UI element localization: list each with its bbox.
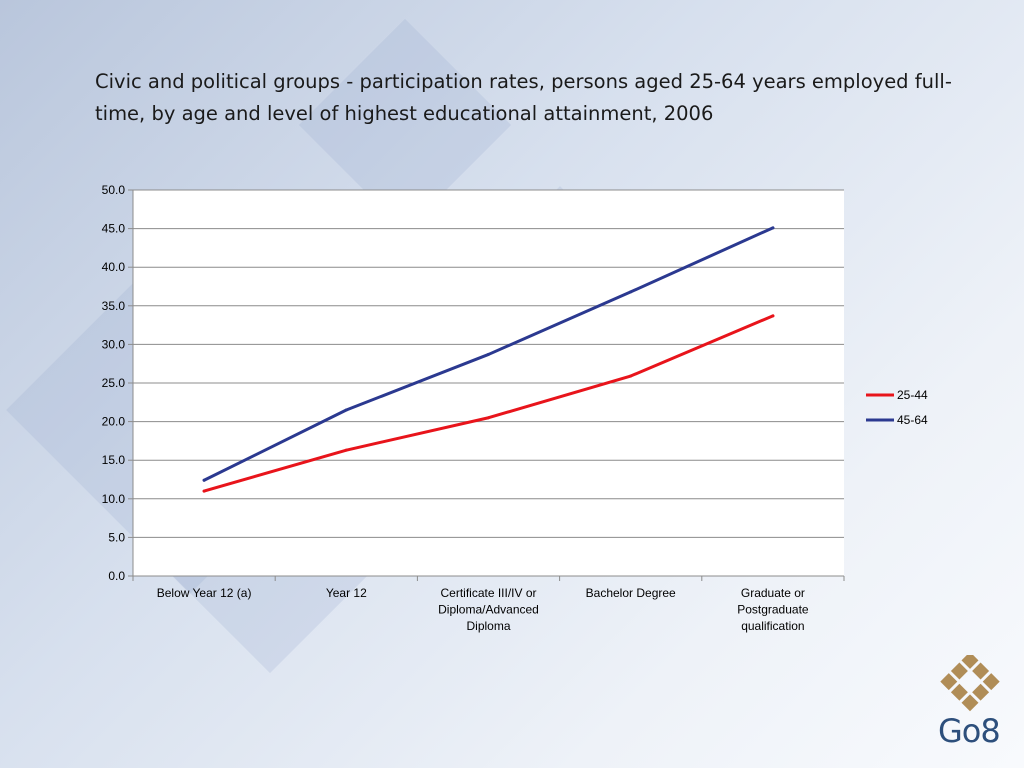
data-point bbox=[344, 448, 348, 452]
y-tick-label: 50.0 bbox=[102, 183, 126, 197]
y-tick-label: 0.0 bbox=[108, 569, 125, 583]
x-tick-label: Certificate III/IV or Diploma/Advanced Dip… bbox=[438, 586, 539, 633]
gridlines bbox=[133, 189, 844, 538]
y-tick-label: 30.0 bbox=[102, 337, 126, 351]
y-tick-labels: 0.0 5.0 10.0 15.0 20.0 25.0 30.0 35.0 40.0 45.0 50… bbox=[102, 183, 126, 583]
y-tick-label: 10.0 bbox=[102, 492, 126, 506]
data-point bbox=[202, 489, 206, 493]
go8-logo-mark bbox=[940, 655, 1000, 712]
data-point bbox=[487, 352, 490, 356]
axes bbox=[128, 189, 845, 581]
x-tick-label: Year 12 bbox=[326, 586, 367, 600]
legend: 25-44 45-64 bbox=[866, 388, 928, 427]
slide-title: Civic and political groups - participati… bbox=[95, 70, 952, 125]
data-point bbox=[202, 478, 206, 482]
legend-label: 45-64 bbox=[897, 413, 928, 427]
y-tick-label: 40.0 bbox=[102, 260, 126, 274]
y-tick-label: 20.0 bbox=[102, 415, 126, 429]
x-tick-label: Graduate or Postgraduate qualification bbox=[737, 586, 809, 633]
data-point bbox=[487, 416, 490, 420]
x-tick-label: Bachelor Degree bbox=[586, 586, 676, 600]
y-tick-label: 45.0 bbox=[102, 222, 126, 236]
y-tick-label: 15.0 bbox=[102, 453, 126, 467]
data-point bbox=[771, 314, 775, 318]
data-point bbox=[629, 290, 633, 294]
go8-logo-text: Go8 bbox=[938, 712, 1001, 750]
y-tick-label: 25.0 bbox=[102, 376, 126, 390]
y-tick-label: 35.0 bbox=[102, 299, 126, 313]
legend-label: 25-44 bbox=[897, 388, 928, 402]
y-tick-label: 5.0 bbox=[108, 530, 125, 544]
x-tick-label: Below Year 12 (a) bbox=[157, 586, 252, 600]
series-lines bbox=[202, 226, 775, 493]
data-point bbox=[344, 408, 348, 412]
x-tick-labels: Below Year 12 (a) Year 12 Certificate III/… bbox=[157, 586, 809, 633]
data-point bbox=[629, 374, 633, 378]
data-point bbox=[771, 226, 775, 230]
